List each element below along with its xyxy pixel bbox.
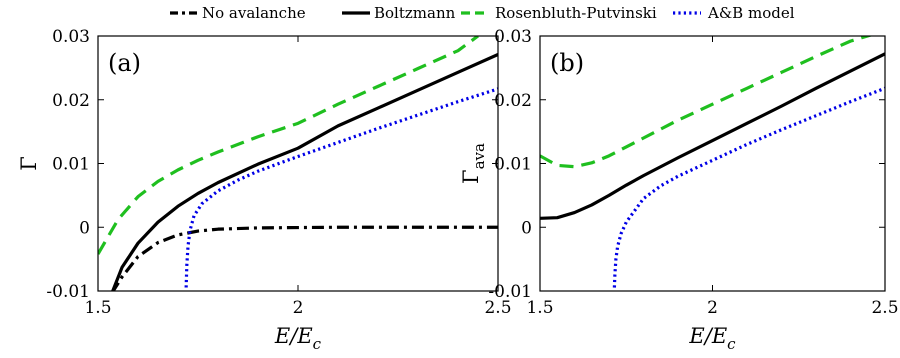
legend-item-a-b-model: A&B model: [673, 4, 795, 22]
x-tick-label: 2.5: [871, 298, 898, 318]
series-line-no-avalanche: [111, 225, 498, 291]
legend-label: Boltzmann: [374, 4, 456, 22]
series-group: [540, 36, 885, 291]
legend-label: A&B model: [707, 4, 795, 22]
series-line-a-b-model: [612, 86, 885, 291]
series-line-rosenbluth-putvinski: [540, 36, 874, 169]
axes-box: [97, 35, 499, 292]
legend-item-boltzmann: Boltzmann: [342, 4, 456, 22]
y-tick-label: 0.02: [494, 91, 532, 111]
legend-item-no-avalanche: No avalanche: [170, 4, 306, 22]
legend: No avalanche Boltzmann Rosenbluth-Putvinsk…: [170, 4, 795, 22]
y-tick-label: 0.03: [52, 27, 90, 47]
x-axis-label: E/Ec: [688, 324, 736, 353]
panel-label: (a): [108, 49, 141, 77]
x-tick-label: 2: [707, 298, 718, 318]
x-tick-label: 2: [293, 298, 304, 318]
y-tick-label: 0.03: [494, 27, 532, 47]
series-line-boltzmann: [111, 53, 498, 291]
y-tick-label: -0.01: [46, 282, 90, 302]
y-tick-label: 0: [79, 218, 90, 238]
series-line-boltzmann: [540, 52, 885, 220]
y-tick-label: -0.01: [488, 282, 532, 302]
y-axis-label: Γava: [459, 143, 488, 184]
y-tick-label: 0: [521, 218, 532, 238]
panel-a: 1.5 2 2.5 -0.01 0 0.01 0.02 0.03 (a) E/Ec Γ: [17, 27, 512, 353]
series-group: [98, 36, 498, 291]
legend-label: Rosenbluth-Putvinski: [495, 4, 657, 22]
x-tick-label: 1.5: [526, 298, 553, 318]
x-tick-label: 1.5: [84, 298, 111, 318]
y-tick-label: 0.02: [52, 91, 90, 111]
series-line-rosenbluth-putvinski: [98, 36, 479, 255]
legend-item-rosenbluth-putvinski: Rosenbluth-Putvinski: [461, 4, 657, 22]
panel-label: (b): [550, 49, 584, 77]
y-tick-label: 0.01: [494, 155, 532, 175]
series-line-a-b-model: [184, 87, 498, 291]
y-axis-label: Γ: [17, 156, 41, 171]
legend-label: No avalanche: [202, 4, 306, 22]
y-tick-label: 0.01: [52, 155, 90, 175]
x-tick-label: 2.5: [484, 298, 511, 318]
x-axis-label: E/Ec: [274, 324, 322, 353]
